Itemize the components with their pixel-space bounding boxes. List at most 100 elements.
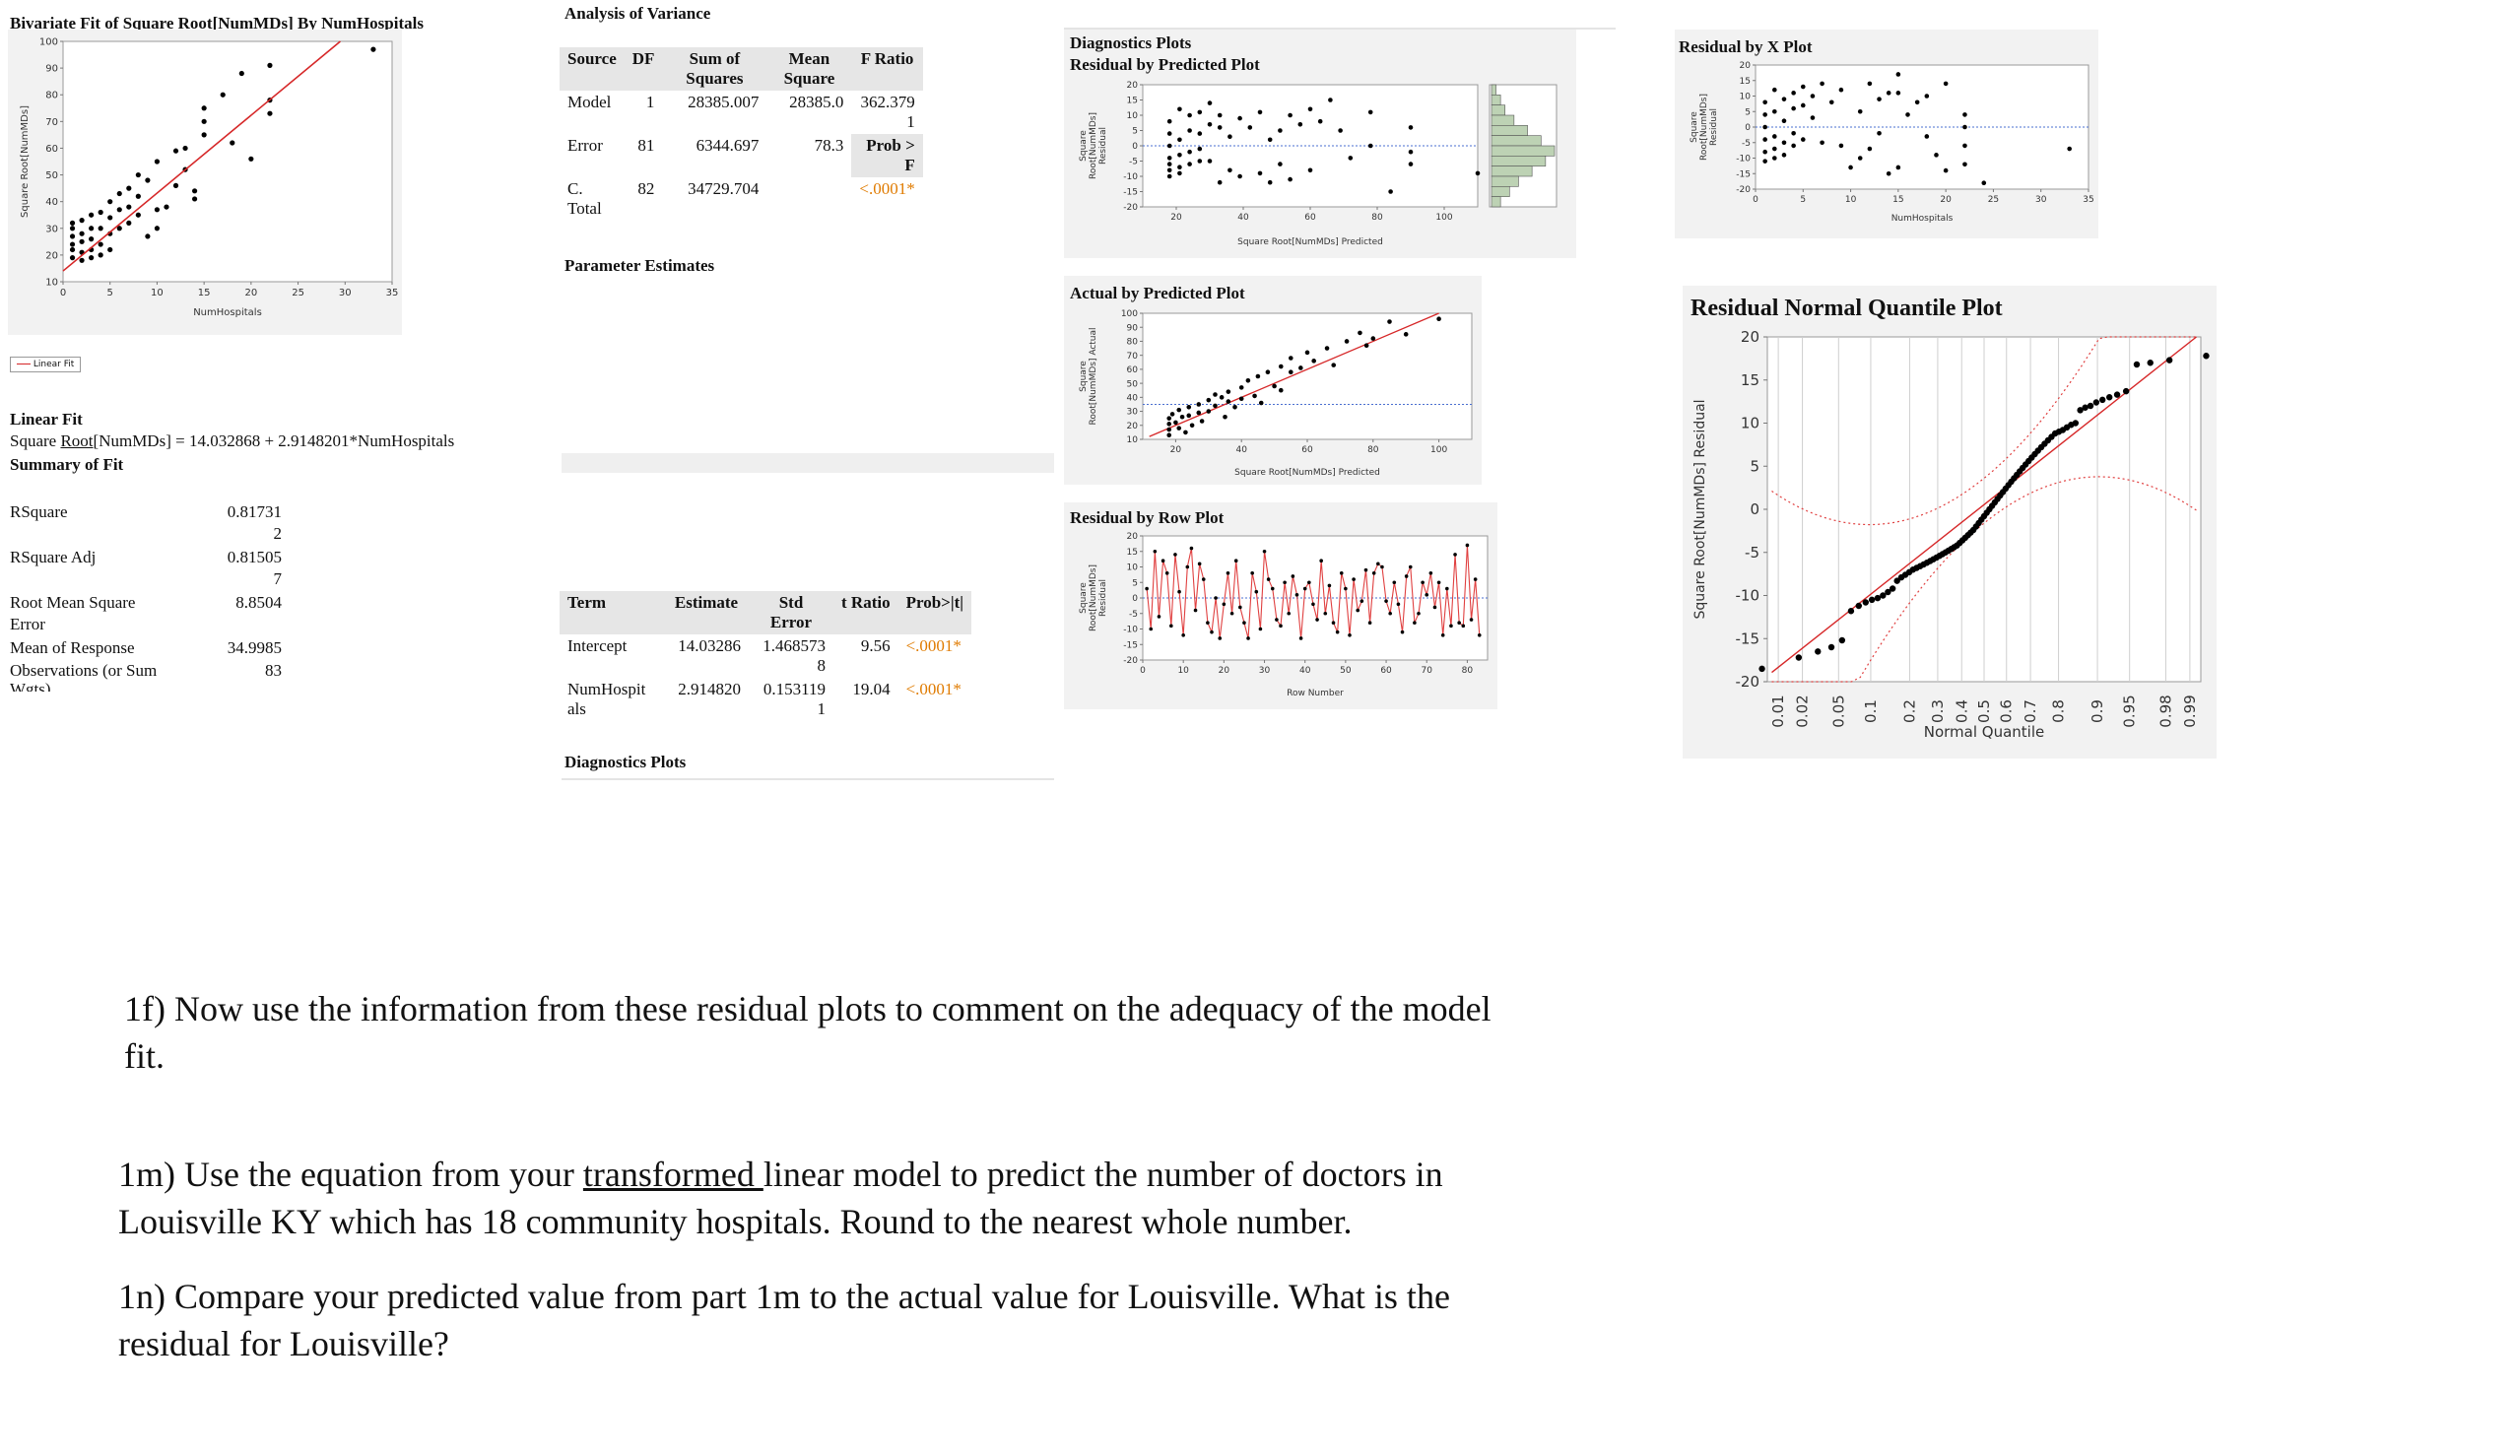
res-pred-chart[interactable]: 20 40 60 80 100 -20 -15 -10 -5 0 5 10 15 20 Square Root… <box>1064 73 1576 258</box>
y-tick-label: 0 <box>1745 123 1751 133</box>
data-point <box>1197 109 1203 115</box>
x-tick-label: 0 <box>1753 195 1758 205</box>
data-point <box>1855 602 1863 610</box>
data-point <box>1166 427 1172 432</box>
data-point <box>1457 621 1461 625</box>
data-point <box>1895 72 1901 77</box>
data-point <box>1924 134 1930 139</box>
y-tick-label: -5 <box>1129 610 1138 620</box>
data-point <box>1217 125 1223 130</box>
x-tick-label: 30 <box>339 288 352 298</box>
data-point <box>1177 165 1182 169</box>
data-point <box>1317 118 1323 124</box>
data-point <box>1226 571 1230 575</box>
y-tick-label: -15 <box>1736 629 1760 647</box>
x-tick-label: 20 <box>1940 195 1952 205</box>
diag-title: Diagnostics Plots <box>1070 33 1192 52</box>
x-tick-label: 0 <box>60 288 66 298</box>
nq-chart[interactable]: 0.01 0.02 0.05 0.1 0.2 0.3 0.4 0.5 0.6 0.7 0.8 0.9 0… <box>1683 325 2217 759</box>
data-point <box>1288 112 1293 118</box>
question-1m: 1m) Use the equation from your transform… <box>118 1151 1443 1245</box>
data-point <box>1772 146 1777 152</box>
y-tick-label: 90 <box>45 64 58 75</box>
data-point <box>1857 108 1863 114</box>
y-tick-label: 0 <box>1132 142 1138 152</box>
data-point <box>1166 156 1172 161</box>
fit-legend[interactable]: Linear Fit <box>10 357 82 372</box>
data-point <box>1436 580 1441 585</box>
param-title: Parameter Estimates <box>564 256 715 275</box>
x-tick-label: 0.3 <box>1929 699 1947 723</box>
summary-label-rmse: Root Mean Square <box>10 593 136 612</box>
plot-frame <box>1142 535 1489 661</box>
y-tick-label: 10 <box>1127 563 1139 573</box>
data-point <box>1477 633 1482 637</box>
data-point <box>1815 648 1822 655</box>
section-divider <box>1064 28 1616 30</box>
data-point <box>1227 134 1232 139</box>
y-tick-label: 60 <box>1127 365 1139 375</box>
x-tick-label: 15 <box>1892 195 1903 205</box>
y-tick-label: 20 <box>1741 328 1759 346</box>
y-axis-label: Square <box>1079 582 1089 614</box>
data-point <box>1772 87 1777 93</box>
data-point <box>1762 112 1767 117</box>
param-col-term: Term <box>560 591 664 634</box>
bivariate-scatter-chart[interactable]: 0 5 10 15 20 25 30 35 10 20 30 40 50 60 70 80 90 100 Squar… <box>8 30 402 335</box>
x-tick-label: 35 <box>2083 195 2093 205</box>
data-point <box>1242 621 1246 625</box>
data-point <box>1335 629 1340 634</box>
data-point <box>1307 580 1311 585</box>
data-point <box>1187 149 1192 155</box>
res-row-chart[interactable]: 0 10 20 30 40 50 60 70 80 -20 -15 -10 -5 0 5 10 15 20 Squa… <box>1064 526 1497 709</box>
data-point <box>1421 580 1425 585</box>
x-tick-label: 80 <box>1462 666 1474 676</box>
confidence-band-lower <box>1771 476 2197 683</box>
anova-cell-prob-header: Prob > F <box>851 134 923 177</box>
anova-col-f: F Ratio <box>851 47 923 91</box>
data-point <box>1877 97 1882 101</box>
x-tick-label: 20 <box>1170 445 1182 455</box>
data-point <box>1344 339 1350 344</box>
data-point <box>1356 608 1360 613</box>
data-point <box>1193 608 1198 613</box>
data-point <box>1440 633 1445 637</box>
summary-of-fit-heading: Summary of Fit <box>10 455 124 474</box>
data-point <box>192 188 198 194</box>
data-point <box>1186 404 1192 410</box>
data-point <box>1886 170 1891 176</box>
data-point <box>1367 621 1372 625</box>
y-tick-label: -5 <box>1742 139 1751 149</box>
y-tick-label: 20 <box>1127 81 1139 91</box>
data-point <box>1179 414 1185 420</box>
data-point <box>1339 571 1344 575</box>
data-point <box>2098 396 2106 404</box>
x-tick-label: 0.9 <box>2089 699 2106 723</box>
x-tick-label: 70 <box>1422 666 1433 676</box>
data-point <box>1453 553 1457 557</box>
data-point <box>1403 332 1409 337</box>
x-tick-label: 0.8 <box>2050 699 2068 723</box>
data-point <box>1161 559 1165 563</box>
x-tick-label: 0.2 <box>1900 699 1918 723</box>
x-tick-label: 60 <box>1304 213 1316 223</box>
data-point <box>1185 564 1190 569</box>
y-tick-label: 20 <box>1127 532 1139 542</box>
data-point <box>1827 643 1835 651</box>
data-point <box>1267 179 1273 185</box>
data-point <box>1145 586 1149 591</box>
plot-frame <box>62 40 393 283</box>
x-tick-label: 60 <box>1301 445 1313 455</box>
data-point <box>1177 137 1182 143</box>
y-tick-label: 100 <box>1121 309 1138 319</box>
data-point <box>1279 624 1283 629</box>
f-value: 362.379 <box>860 93 915 111</box>
data-point <box>1475 170 1481 176</box>
param-cell-pvalue: <.0001* <box>905 636 962 655</box>
data-point <box>1404 574 1409 578</box>
act-pred-chart[interactable]: 20 40 60 80 100 10 20 30 40 50 60 70 80 90 100 Square Ro… <box>1064 301 1482 485</box>
y-tick-label: -20 <box>1736 185 1751 195</box>
source-label: C. <box>567 179 583 198</box>
y-tick-label: 0 <box>1132 594 1138 604</box>
